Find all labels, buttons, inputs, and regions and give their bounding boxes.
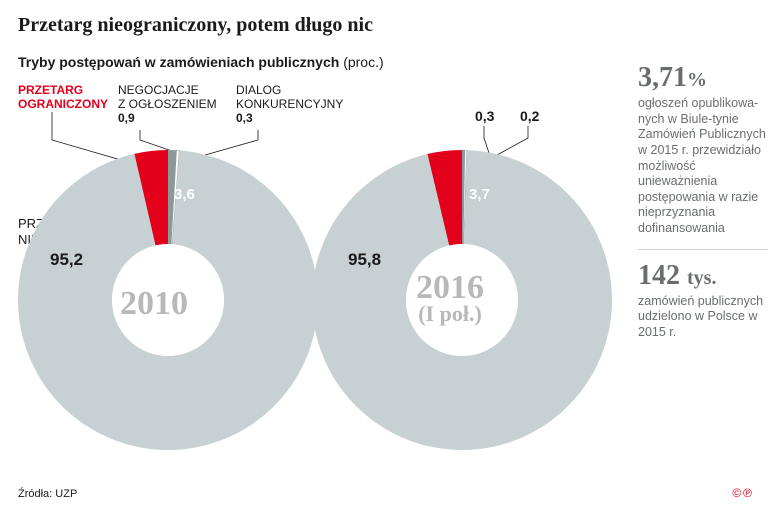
sidebar-stats: 3,71% ogłoszeń opublikowa-nych w Biule-t…: [638, 62, 768, 341]
stat2-value: 142 tys.: [638, 260, 768, 292]
label-przetarg-ograniczony: PRZETARGOGRANICZONY: [18, 84, 108, 112]
source-text: Źródła: UZP: [18, 488, 77, 500]
stat2-number: 142: [638, 260, 680, 291]
donut-year-2010: 2010: [120, 285, 188, 323]
label-negocjacje: NEGOCJACJEZ OGŁOSZENIEM 0,9: [118, 84, 217, 125]
value-ograniczony-2016: 3,7: [469, 186, 490, 203]
subtitle-unit: (proc.): [343, 54, 383, 70]
label-dialog: DIALOGKONKURENCYJNY 0,3: [236, 84, 343, 125]
value-dialog-2016: 0,2: [520, 108, 539, 124]
stat1-text: ogłoszeń opublikowa-nych w Biule-tynie Z…: [638, 96, 768, 237]
stat1-number: 3,71: [638, 62, 687, 93]
value-nieograniczony-2016: 95,8: [348, 250, 381, 270]
value-dialog-2010: 0,3: [236, 111, 253, 125]
copyright-icon: ©℗: [732, 486, 754, 500]
subtitle-text: Tryby postępowań w zamówieniach publiczn…: [18, 54, 339, 70]
stat-divider: [638, 249, 768, 250]
label-dialog-text: DIALOGKONKURENCYJNY: [236, 83, 343, 111]
page-title: Przetarg nieograniczony, potem długo nic: [18, 14, 373, 37]
value-negocjacje-2010: 0,9: [118, 111, 135, 125]
page-subtitle: Tryby postępowań w zamówieniach publiczn…: [18, 54, 384, 70]
label-negocjacje-text: NEGOCJACJEZ OGŁOSZENIEM: [118, 83, 217, 111]
value-ograniczony-2010: 3,6: [174, 186, 195, 203]
stat1-value: 3,71%: [638, 62, 768, 94]
donut-year-2016-sub: (I poł.): [416, 304, 484, 325]
value-negocjacje-2016: 0,3: [475, 108, 494, 124]
stat2-text: zamówień publicznych udzielono w Polsce …: [638, 294, 768, 341]
stat1-unit: %: [687, 69, 707, 91]
donut-year-2016: 2016 (I poł.): [416, 272, 484, 325]
stat2-unit: tys.: [687, 267, 716, 289]
value-nieograniczony-2010: 95,2: [50, 250, 83, 270]
